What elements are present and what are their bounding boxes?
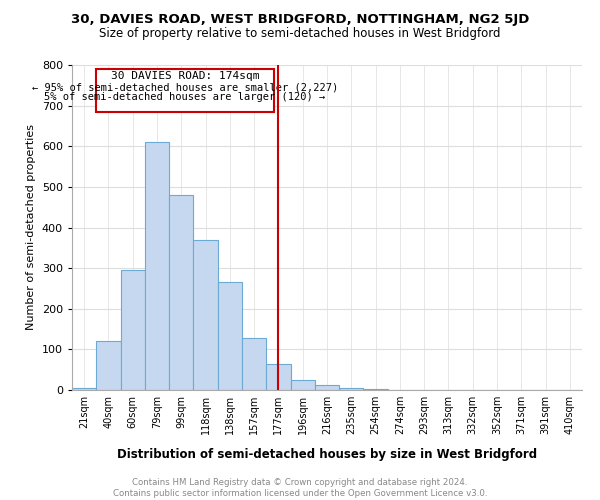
Bar: [242, 338, 266, 390]
Bar: [193, 240, 218, 390]
Bar: [121, 270, 145, 390]
Bar: [339, 388, 364, 390]
Text: Size of property relative to semi-detached houses in West Bridgford: Size of property relative to semi-detach…: [99, 28, 501, 40]
Bar: [290, 380, 315, 390]
Bar: [315, 385, 339, 390]
Bar: [169, 195, 193, 390]
Text: 30 DAVIES ROAD: 174sqm: 30 DAVIES ROAD: 174sqm: [110, 71, 259, 81]
Text: 30, DAVIES ROAD, WEST BRIDGFORD, NOTTINGHAM, NG2 5JD: 30, DAVIES ROAD, WEST BRIDGFORD, NOTTING…: [71, 12, 529, 26]
Text: 5% of semi-detached houses are larger (120) →: 5% of semi-detached houses are larger (1…: [44, 92, 326, 102]
Bar: [145, 142, 169, 390]
Bar: [218, 282, 242, 390]
Text: Contains HM Land Registry data © Crown copyright and database right 2024.
Contai: Contains HM Land Registry data © Crown c…: [113, 478, 487, 498]
FancyBboxPatch shape: [96, 69, 274, 112]
Bar: [72, 388, 96, 390]
Bar: [96, 341, 121, 390]
Bar: [266, 364, 290, 390]
Text: ← 95% of semi-detached houses are smaller (2,227): ← 95% of semi-detached houses are smalle…: [32, 82, 338, 92]
Bar: [364, 389, 388, 390]
X-axis label: Distribution of semi-detached houses by size in West Bridgford: Distribution of semi-detached houses by …: [117, 448, 537, 461]
Y-axis label: Number of semi-detached properties: Number of semi-detached properties: [26, 124, 36, 330]
